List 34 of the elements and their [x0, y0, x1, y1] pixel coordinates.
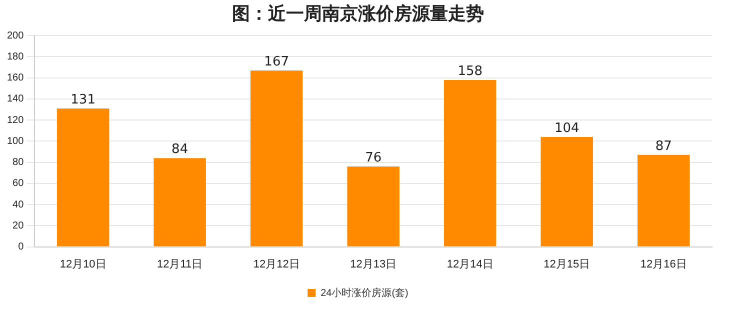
y-tick-label: 20	[12, 220, 24, 232]
x-tick-label: 12月15日	[544, 258, 590, 270]
y-tick-label: 120	[6, 114, 24, 126]
data-label: 131	[70, 92, 96, 108]
data-label: 167	[264, 54, 289, 70]
y-tick-label: 40	[12, 199, 24, 210]
x-tick-label: 12月11日	[156, 258, 203, 270]
x-tick-label: 12月16日	[640, 258, 687, 270]
y-tick-label: 180	[6, 51, 24, 62]
x-tick-label: 12月14日	[446, 258, 494, 270]
x-tick-label: 12月10日	[60, 258, 106, 270]
y-tick-label: 200	[6, 30, 24, 42]
y-tick-label: 160	[6, 72, 24, 84]
bar	[540, 136, 593, 246]
data-label: 104	[554, 120, 580, 136]
bar	[250, 70, 303, 246]
x-tick-label: 12月13日	[350, 258, 397, 270]
y-tick-label: 80	[12, 157, 24, 168]
y-tick-label: 140	[6, 94, 24, 105]
bar	[154, 158, 206, 246]
bar	[347, 166, 400, 246]
bar	[637, 154, 690, 246]
y-tick-label: 100	[6, 136, 24, 147]
y-tick-label: 60	[12, 178, 24, 190]
data-label: 158	[458, 64, 483, 79]
data-label: 87	[655, 138, 672, 154]
data-label: 84	[172, 142, 188, 157]
chart-title: 图：近一周南京涨价房源量走势	[232, 3, 484, 24]
bar	[56, 108, 110, 246]
data-label: 76	[365, 150, 382, 166]
bar	[444, 80, 496, 246]
x-tick-label: 12月12日	[253, 258, 300, 270]
y-tick-label: 0	[18, 242, 24, 253]
legend-label: 24小时涨价房源(套)	[320, 286, 408, 299]
